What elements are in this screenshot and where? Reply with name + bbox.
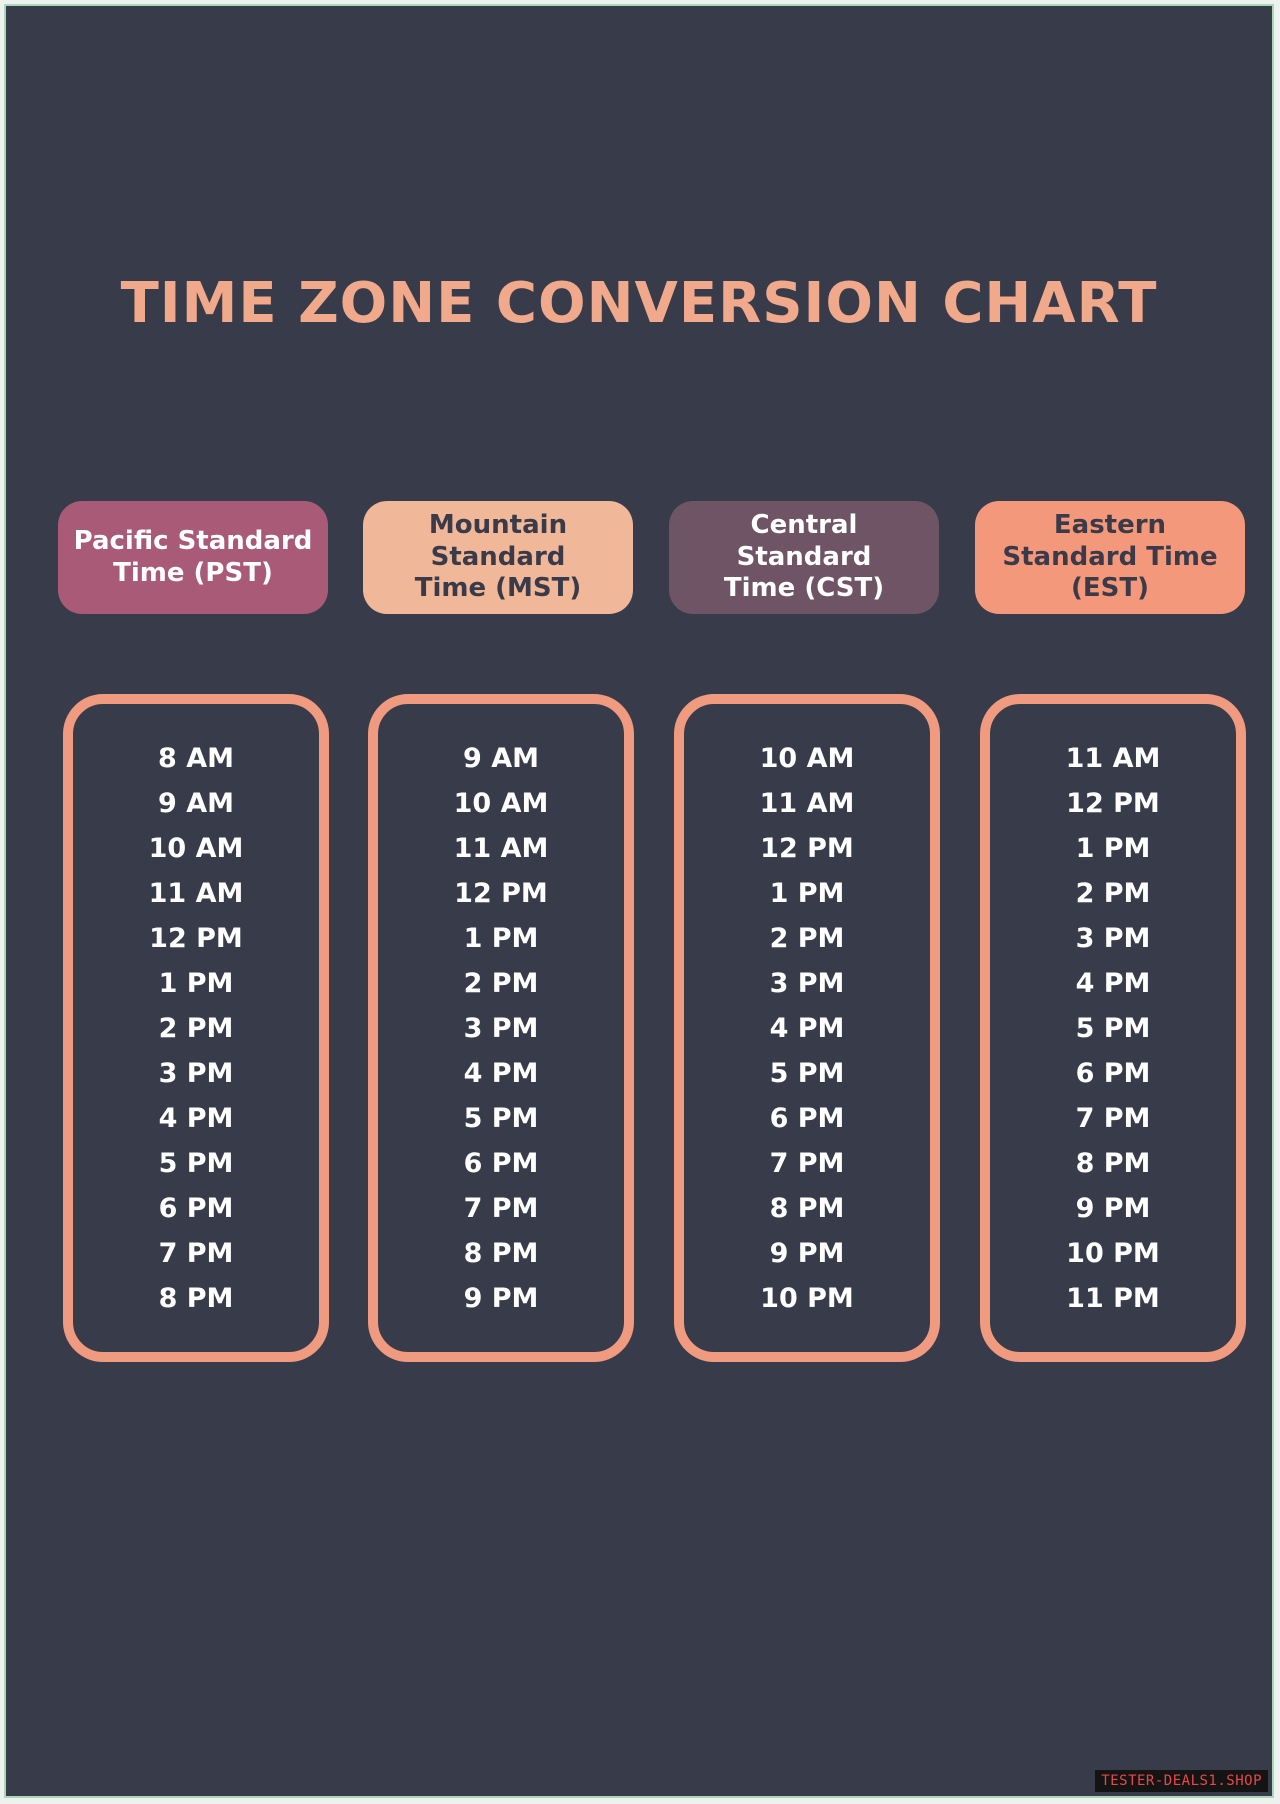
time-cell: 5 PM — [769, 1058, 845, 1089]
time-cell: 4 PM — [1075, 968, 1151, 999]
time-cell: 5 PM — [158, 1148, 234, 1179]
time-column-mst: 9 AM 10 AM 11 AM 12 PM 1 PM 2 PM 3 PM 4 PM 5 PM 6… — [368, 694, 634, 1362]
header-cst-line: Central Standard — [736, 509, 872, 572]
header-mst-line: Mountain Standard — [428, 509, 568, 572]
time-cell: 8 PM — [1075, 1148, 1151, 1179]
time-cell: 1 PM — [769, 878, 845, 909]
watermark: TESTER-DEALS1.SHOP — [1095, 1770, 1268, 1792]
time-cell: 7 PM — [463, 1193, 539, 1224]
time-cell: 9 AM — [463, 743, 539, 774]
time-cell: 10 AM — [453, 788, 549, 819]
time-cell: 3 PM — [769, 968, 845, 999]
time-cell: 5 PM — [463, 1103, 539, 1134]
header-cst: Central Standard Time (CST) — [669, 501, 939, 614]
header-est: Eastern Standard Time (EST) — [975, 501, 1245, 614]
page-title: TIME ZONE CONVERSION CHART — [120, 271, 1158, 336]
time-cell: 11 AM — [1065, 743, 1161, 774]
header-mst-line: Time (MST) — [414, 573, 582, 604]
header-pst-line: Pacific Standard — [73, 525, 313, 556]
chart-page: TIME ZONE CONVERSION CHART Pacific Stand… — [4, 4, 1274, 1798]
time-cell: 4 PM — [463, 1058, 539, 1089]
header-cst-line: Time (CST) — [723, 573, 885, 604]
time-cell: 8 AM — [158, 743, 234, 774]
time-cell: 11 AM — [759, 788, 855, 819]
header-pst-line: Time (PST) — [113, 557, 273, 588]
time-cell: 11 AM — [148, 878, 244, 909]
time-cell: 11 AM — [453, 833, 549, 864]
time-cell: 11 PM — [1066, 1283, 1160, 1314]
time-cell: 3 PM — [158, 1058, 234, 1089]
time-cell: 2 PM — [769, 923, 845, 954]
time-cell: 6 PM — [1075, 1058, 1151, 1089]
time-cell: 12 PM — [1066, 788, 1160, 819]
time-cell: 3 PM — [463, 1013, 539, 1044]
time-cell: 10 AM — [148, 833, 244, 864]
time-cell: 9 PM — [769, 1238, 845, 1269]
time-cell: 4 PM — [769, 1013, 845, 1044]
time-cell: 7 PM — [769, 1148, 845, 1179]
time-cell: 10 PM — [1066, 1238, 1160, 1269]
time-cell: 9 PM — [1075, 1193, 1151, 1224]
time-cell: 6 PM — [158, 1193, 234, 1224]
time-cell: 6 PM — [463, 1148, 539, 1179]
time-cell: 3 PM — [1075, 923, 1151, 954]
time-cell: 4 PM — [158, 1103, 234, 1134]
time-cell: 6 PM — [769, 1103, 845, 1134]
time-cell: 12 PM — [149, 923, 243, 954]
header-est-line: Eastern — [1053, 509, 1167, 540]
time-cell: 12 PM — [454, 878, 548, 909]
time-cell: 1 PM — [158, 968, 234, 999]
header-pst: Pacific Standard Time (PST) — [58, 501, 328, 614]
time-column-est: 11 AM 12 PM 1 PM 2 PM 3 PM 4 PM 5 PM 6 PM 7 PM 8 … — [980, 694, 1246, 1362]
time-cell: 2 PM — [1075, 878, 1151, 909]
time-cell: 8 PM — [158, 1283, 234, 1314]
time-cell: 1 PM — [463, 923, 539, 954]
time-cell: 2 PM — [158, 1013, 234, 1044]
time-cell: 7 PM — [158, 1238, 234, 1269]
time-cell: 7 PM — [1075, 1103, 1151, 1134]
time-cell: 2 PM — [463, 968, 539, 999]
time-cell: 1 PM — [1075, 833, 1151, 864]
time-cell: 10 AM — [759, 743, 855, 774]
time-cell: 12 PM — [760, 833, 854, 864]
time-cell: 8 PM — [463, 1238, 539, 1269]
time-column-cst: 10 AM 11 AM 12 PM 1 PM 2 PM 3 PM 4 PM 5 PM 6 PM 7… — [674, 694, 940, 1362]
time-cell: 10 PM — [760, 1283, 854, 1314]
time-cell: 9 AM — [158, 788, 234, 819]
time-column-pst: 8 AM 9 AM 10 AM 11 AM 12 PM 1 PM 2 PM 3 PM 4 PM 5… — [63, 694, 329, 1362]
time-cell: 8 PM — [769, 1193, 845, 1224]
header-est-line: (EST) — [1070, 573, 1149, 604]
header-mst: Mountain Standard Time (MST) — [363, 501, 633, 614]
time-cell: 5 PM — [1075, 1013, 1151, 1044]
time-cell: 9 PM — [463, 1283, 539, 1314]
header-est-line: Standard Time — [1002, 541, 1218, 572]
